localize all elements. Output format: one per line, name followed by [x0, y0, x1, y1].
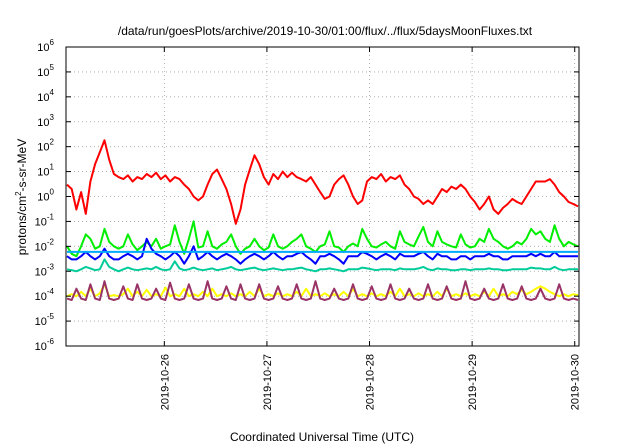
y-label-pre: protons/cm [15, 196, 29, 255]
y-tick-label: 106 [37, 38, 54, 54]
y-tick-exponent: -6 [47, 337, 55, 346]
y-tick-exponent: 2 [50, 138, 55, 147]
y-tick-mantissa: 10 [37, 192, 49, 204]
y-tick-mantissa: 10 [35, 341, 47, 353]
y-tick-exponent: 0 [50, 188, 55, 197]
x-tick-label: 2019-10-27 [262, 354, 274, 410]
y-label-sup: 2 [14, 191, 23, 196]
x-tick-label: 2019-10-26 [159, 354, 171, 410]
y-tick-mantissa: 10 [37, 92, 49, 104]
series-line-4 [66, 237, 578, 265]
y-tick-label: 105 [37, 63, 54, 79]
y-tick-exponent: -1 [47, 212, 55, 221]
y-tick-mantissa: 10 [37, 142, 49, 154]
y-tick-mantissa: 10 [37, 117, 49, 129]
chart-title: /data/run/goesPlots/archive/2019-10-30/0… [118, 24, 533, 38]
y-label-post: -s-sr-MeV [15, 139, 29, 192]
y-tick-label: 104 [37, 88, 54, 104]
y-tick-label: 10-3 [35, 262, 55, 278]
y-tick-label: 10-2 [35, 237, 55, 253]
series-line-7 [66, 280, 579, 301]
y-tick-label: 102 [37, 138, 54, 154]
y-tick-exponent: 1 [50, 163, 55, 172]
y-tick-label: 10-4 [35, 287, 55, 303]
x-tick-label: 2019-10-30 [570, 354, 582, 410]
x-tick-label: 2019-10-29 [467, 354, 479, 410]
y-tick-exponent: 3 [50, 113, 55, 122]
y-axis-ticks: 10-610-510-410-310-210-11001011021031041… [35, 38, 579, 353]
x-tick-label: 2019-10-28 [365, 354, 377, 410]
y-tick-exponent: -5 [47, 312, 55, 321]
y-tick-mantissa: 10 [35, 216, 47, 228]
series-line-1 [66, 139, 579, 225]
y-tick-exponent: 5 [50, 63, 55, 72]
y-tick-label: 10-1 [35, 212, 55, 228]
y-tick-label: 101 [37, 163, 54, 179]
y-tick-mantissa: 10 [37, 167, 49, 179]
y-tick-mantissa: 10 [35, 241, 47, 253]
y-tick-label: 10-5 [35, 312, 55, 328]
y-tick-mantissa: 10 [35, 316, 47, 328]
y-tick-label: 10-6 [35, 337, 55, 353]
y-tick-mantissa: 10 [35, 291, 47, 303]
series-line-2 [66, 220, 579, 258]
x-axis-label: Coordinated Universal Time (UTC) [230, 430, 414, 444]
y-tick-exponent: -3 [47, 262, 55, 271]
y-tick-exponent: 4 [50, 88, 55, 97]
x-axis-ticks: 2019-10-26 2019-10-27 2019-10-28 2019-10-29… [159, 47, 582, 410]
y-tick-label: 103 [37, 113, 54, 129]
y-tick-mantissa: 10 [37, 67, 49, 79]
series-line-3 [66, 258, 578, 273]
y-tick-exponent: -4 [47, 287, 55, 296]
y-axis-label: protons/cm2-s-sr-MeV [14, 139, 29, 255]
y-tick-exponent: 6 [50, 38, 55, 47]
y-tick-label: 100 [37, 188, 54, 204]
y-tick-mantissa: 10 [37, 42, 49, 54]
y-tick-mantissa: 10 [35, 266, 47, 278]
y-tick-exponent: -2 [47, 237, 55, 246]
series-group [66, 139, 579, 301]
